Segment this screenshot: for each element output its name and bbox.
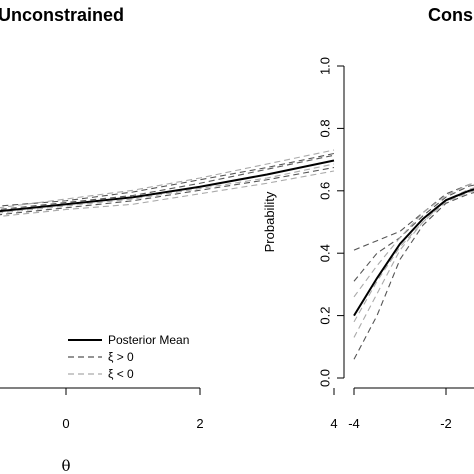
y-tick-label-right-4: 0.8 — [317, 119, 332, 137]
y-tick-label-right-1: 0.2 — [317, 307, 332, 325]
left-series-6 — [0, 163, 335, 214]
x-tick-label-left-2: 2 — [196, 416, 203, 431]
x-tick-label-right-0: -4 — [348, 416, 360, 431]
left-series-4 — [0, 170, 335, 217]
left-series-3 — [0, 154, 335, 210]
legend: Posterior Mean ξ > 0 ξ < 0 — [68, 333, 189, 381]
right-series-6 — [353, 187, 474, 323]
right-series-3 — [353, 184, 474, 282]
y-axis-label: Probability — [262, 191, 277, 252]
legend-label-xi-negative: ξ < 0 — [108, 367, 134, 381]
panel-unconstrained: Unconstrained -2024 θ Posterior Mean ξ >… — [0, 5, 338, 474]
y-tick-label-right-5: 1.0 — [317, 57, 332, 75]
left-series-2 — [0, 166, 335, 216]
series-lines-left — [0, 149, 335, 217]
panel-title-unconstrained: Unconstrained — [0, 5, 124, 25]
right-series-1 — [353, 182, 474, 251]
left-series-1 — [0, 152, 335, 207]
x-tick-label-left-3: 4 — [330, 416, 337, 431]
y-tick-label-right-3: 0.6 — [317, 182, 332, 200]
x-tick-label-left-1: 0 — [62, 416, 69, 431]
left-series-0 — [0, 159, 335, 213]
right-series-5 — [353, 182, 474, 298]
y-tick-label-right-2: 0.4 — [317, 244, 332, 262]
right-series-2 — [353, 191, 474, 360]
y-tick-label-right-0: 0.0 — [317, 369, 332, 387]
x-tick-label-right-1: -2 — [440, 416, 452, 431]
x-axis-left: -2024 — [0, 387, 338, 431]
y-axis-right: 0.0 0.2 0.4 0.6 0.8 1.0 — [317, 57, 345, 387]
legend-label-posterior-mean: Posterior Mean — [108, 333, 189, 347]
x-axis-right: -4 -2 — [348, 387, 474, 431]
right-series-0 — [353, 188, 474, 317]
right-series-4 — [353, 190, 474, 338]
panel-constrained: Cons 0.0 0.2 0.4 0.6 0.8 1.0 -4 -2 Probability — [262, 5, 474, 431]
legend-label-xi-positive: ξ > 0 — [108, 350, 134, 364]
x-axis-label: θ — [61, 457, 70, 474]
panel-title-constrained: Cons — [428, 5, 473, 25]
series-lines-right — [353, 182, 474, 360]
